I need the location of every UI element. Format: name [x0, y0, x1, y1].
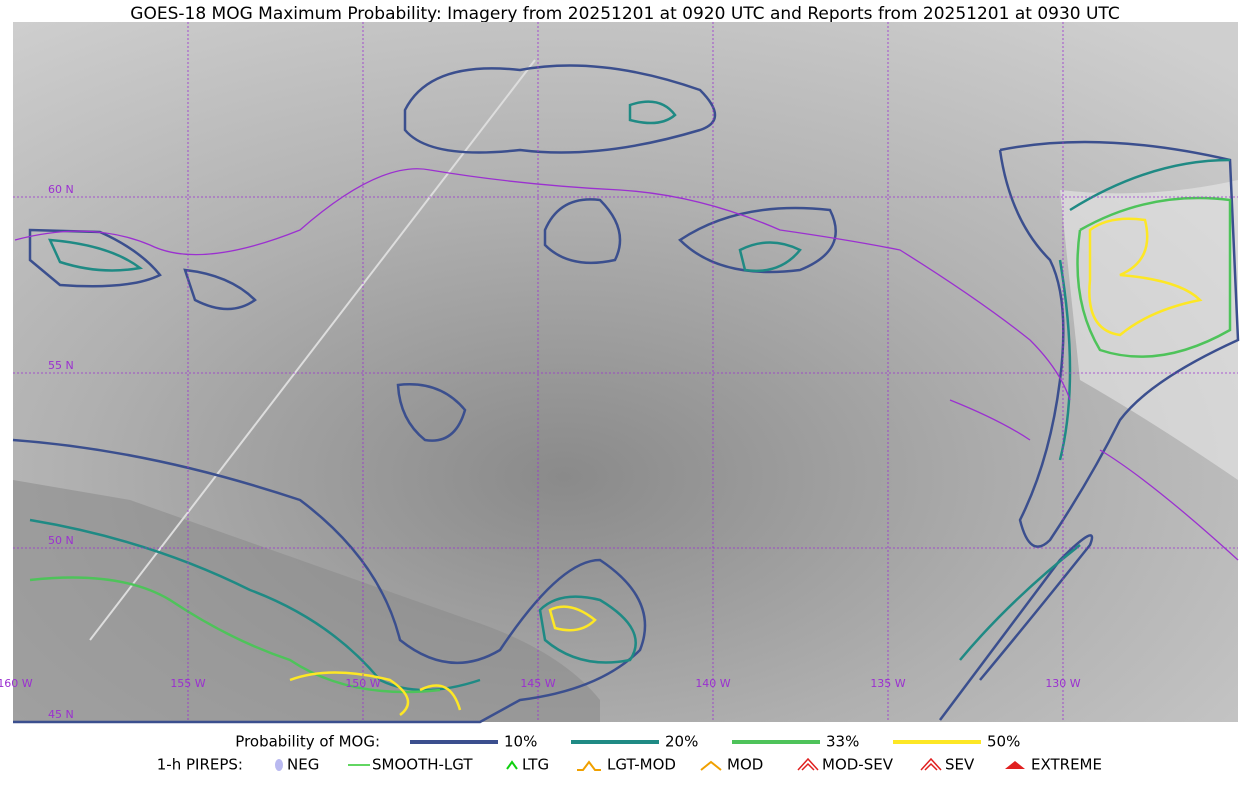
- longitude-label: 135 W: [870, 677, 905, 690]
- bright-cloud: [1060, 180, 1238, 480]
- latitude-label: 45 N: [48, 708, 74, 721]
- pirep-label: SEV: [945, 756, 975, 774]
- title: GOES-18 MOG Maximum Probability: Imagery…: [130, 4, 1119, 24]
- pirep-icon: [506, 760, 518, 770]
- pirep-label: NEG: [287, 756, 319, 774]
- legend-label: 50%: [987, 733, 1020, 751]
- legend-label: 33%: [826, 733, 859, 751]
- legend-label: 10%: [504, 733, 537, 751]
- legend-title: 1-h PIREPS:: [157, 756, 243, 774]
- pirep-label: EXTREME: [1031, 756, 1102, 774]
- longitude-label: 130 W: [1045, 677, 1080, 690]
- longitude-label: 140 W: [695, 677, 730, 690]
- legend: Probability of MOG: 10% 20% 33% 50% 1-h PIREP…: [157, 733, 1102, 774]
- pirep-icon: [797, 757, 819, 771]
- map: 60 N 55 N 50 N 45 N 160 W 155 W 150 W 145 W 140 …: [0, 22, 1240, 724]
- pirep-icon: [577, 760, 601, 771]
- latitude-label: 55 N: [48, 359, 74, 372]
- contours: [12, 64, 1240, 724]
- pirep-label: LGT-MOD: [607, 756, 676, 774]
- longitude-label: 150 W: [345, 677, 380, 690]
- longitude-label: 145 W: [520, 677, 555, 690]
- legend-label: 20%: [665, 733, 698, 751]
- pirep-icon: [700, 760, 722, 771]
- pirep-label: MOD: [727, 756, 763, 774]
- pirep-label: SMOOTH-LGT: [372, 756, 473, 774]
- latitude-label: 60 N: [48, 183, 74, 196]
- latitude-label: 50 N: [48, 534, 74, 547]
- coastline: [14, 168, 1239, 561]
- pirep-label: MOD-SEV: [822, 756, 894, 774]
- longitude-label: 155 W: [170, 677, 205, 690]
- legend-title: Probability of MOG:: [235, 733, 380, 751]
- pirep-icon: [920, 757, 942, 771]
- longitude-label: 160 W: [0, 677, 33, 690]
- pirep-icon: [275, 759, 283, 771]
- pirep-label: LTG: [522, 756, 549, 774]
- scan-line: [89, 59, 536, 641]
- pirep-icon: [1005, 761, 1025, 769]
